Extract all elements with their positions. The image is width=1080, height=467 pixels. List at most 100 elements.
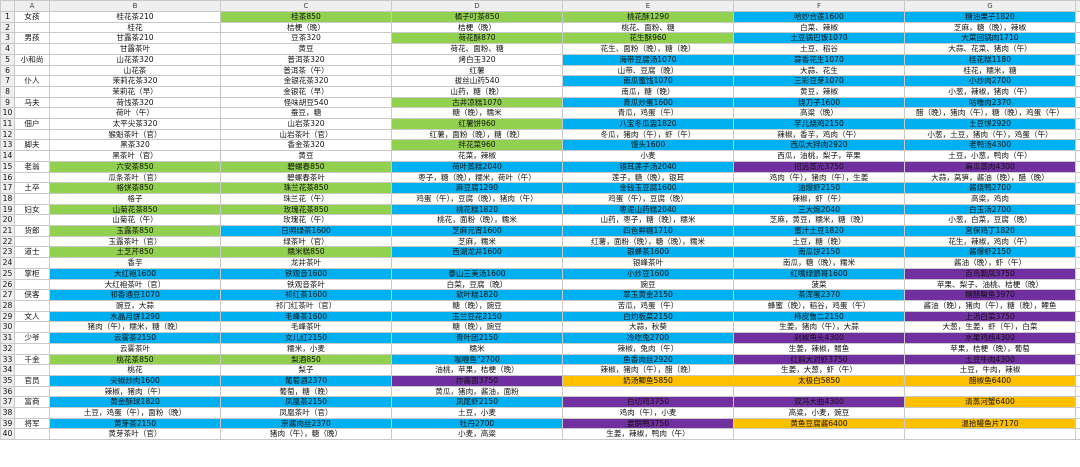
row-number[interactable]: 35 [0, 374, 15, 387]
table-cell[interactable]: 桂花糕1180 [904, 53, 1076, 66]
row-number[interactable]: 18 [0, 192, 15, 205]
table-cell[interactable]: 姜鹅鸭3750 [562, 417, 734, 430]
table-cell[interactable]: 豆茶320 [220, 32, 392, 45]
row-number[interactable]: 8 [0, 85, 15, 98]
table-cell[interactable]: 玫瑰花茶850 [220, 203, 392, 216]
column-header[interactable]: A [14, 0, 50, 12]
table-cell[interactable]: 土豆，牛肉，辣椒 [904, 364, 1076, 376]
table-cell[interactable]: 古井凉糕1070 [391, 96, 563, 109]
table-cell[interactable]: 大红袍茶叶（官） [49, 278, 221, 291]
column-header[interactable]: B [49, 0, 221, 12]
table-cell[interactable] [14, 342, 50, 355]
table-cell[interactable]: 黄芽茶2150 [49, 417, 221, 430]
table-cell[interactable]: 白玉汤2700 [904, 203, 1076, 216]
table-cell[interactable] [904, 385, 1076, 398]
table-cell[interactable]: 红薯饼960 [391, 118, 563, 130]
table-cell[interactable] [1075, 364, 1080, 376]
table-cell[interactable]: 桂茶850 [220, 11, 392, 23]
row-number[interactable]: 14 [0, 150, 15, 162]
table-cell[interactable] [733, 428, 905, 441]
table-cell[interactable]: 糖醋鳜鱼3970 [904, 289, 1076, 301]
row-number[interactable]: 2 [0, 21, 15, 34]
table-cell[interactable]: 荷饯茶320 [49, 96, 221, 109]
table-cell[interactable] [1075, 21, 1080, 34]
row-number[interactable]: 5 [0, 53, 15, 66]
table-cell[interactable]: 四色鲜糖1710 [562, 225, 734, 237]
table-cell[interactable]: 掌柜 [14, 267, 50, 280]
table-cell[interactable]: 小和尚 [14, 53, 50, 66]
table-cell[interactable] [1075, 321, 1080, 334]
table-cell[interactable]: 芝麻，黄豆，糯米，糖（晚） [733, 214, 905, 227]
table-cell[interactable] [391, 257, 563, 269]
table-cell[interactable]: 白菜，豆腐（晚） [391, 278, 563, 291]
table-cell[interactable]: 蒜香花生1070 [733, 53, 905, 66]
table-cell[interactable]: 山花茶320 [49, 53, 221, 66]
table-cell[interactable]: 西瓜大拌肉2920 [733, 139, 905, 152]
table-cell[interactable]: 尖椒炒肉1600 [49, 374, 221, 387]
table-cell[interactable]: 土豆，小葱，鸭肉（午） [904, 150, 1076, 162]
table-cell[interactable]: 山药，枣子，糖（晚），糯米 [562, 214, 734, 227]
table-cell[interactable]: 梨酒850 [220, 353, 392, 366]
table-cell[interactable]: 桔梗（晚） [391, 21, 563, 34]
table-cell[interactable] [14, 85, 50, 98]
table-cell[interactable]: 格子 [49, 192, 221, 205]
row-number[interactable]: 4 [0, 43, 15, 55]
row-number[interactable]: 1 [0, 11, 15, 23]
table-cell[interactable] [1075, 107, 1080, 120]
table-cell[interactable]: 女孩 [1075, 11, 1080, 23]
table-cell[interactable]: 哈妙合莲1600 [733, 11, 905, 23]
table-cell[interactable]: 桃花，面粉（晚），糯米 [391, 214, 563, 227]
table-cell[interactable]: 富商 [14, 396, 50, 409]
table-cell[interactable]: 水果鸡核4300 [904, 332, 1076, 344]
table-cell[interactable]: 糖油栗子1820 [904, 11, 1076, 23]
table-cell[interactable]: 龙井茶叶 [220, 257, 392, 269]
table-cell[interactable]: 青瓜，鸡蛋（午） [562, 107, 734, 120]
table-cell[interactable]: 黄豆 [220, 43, 392, 55]
table-cell[interactable]: 花生、面粉（晚）、糖（晚） [562, 43, 734, 55]
table-cell[interactable]: 格饼茶850 [49, 182, 221, 194]
table-cell[interactable]: 白灼板菜2150 [562, 310, 734, 323]
table-cell[interactable]: 千金 [1075, 353, 1080, 366]
table-cell[interactable]: 女孩 [14, 11, 50, 23]
table-cell[interactable]: 日照绿茶1600 [220, 225, 392, 237]
table-cell[interactable]: 八宝冬瓜盅1820 [562, 118, 734, 130]
table-cell[interactable]: 甘露茶210 [49, 32, 221, 45]
table-cell[interactable]: 糯米糕850 [220, 246, 392, 259]
table-cell[interactable]: 醋（晚），猪肉（午），糖（晚），鸡蛋（午） [904, 107, 1076, 120]
table-cell[interactable]: 鱼香肉丝2920 [562, 353, 734, 366]
table-cell[interactable]: 苦瓜，鸡蛋（午） [562, 299, 734, 312]
table-cell[interactable]: 芝麻，糖（晚），辣椒 [904, 21, 1076, 34]
table-cell[interactable]: 凤凰茶2150 [220, 396, 392, 409]
column-header[interactable]: H [1075, 0, 1080, 12]
table-cell[interactable]: 剁椒鱼头4300 [733, 332, 905, 344]
table-cell[interactable]: 文人 [14, 310, 50, 323]
table-cell[interactable]: 白菜、辣椒 [733, 21, 905, 34]
row-number[interactable]: 33 [0, 353, 15, 366]
table-cell[interactable] [14, 257, 50, 269]
table-cell[interactable]: 土豆，糖（晚） [733, 235, 905, 248]
row-number[interactable]: 29 [0, 310, 15, 323]
table-cell[interactable]: 玉露茶850 [49, 225, 221, 237]
table-cell[interactable]: 凤尾虾2150 [391, 396, 563, 409]
table-cell[interactable]: 女儿红2150 [220, 332, 392, 344]
table-cell[interactable]: 少爷 [14, 332, 50, 344]
table-cell[interactable]: 酱爆虾2150 [904, 246, 1076, 259]
table-cell[interactable]: 云雾茶叶 [49, 342, 221, 355]
table-cell[interactable]: 碧螺春850 [220, 160, 392, 173]
table-cell[interactable]: 高粱（晚） [733, 107, 905, 120]
table-cell[interactable]: 黄瓜，猪肉，酱油，面粉 [391, 385, 563, 398]
table-cell[interactable]: 奶汤鲫鱼5850 [562, 374, 734, 387]
row-number[interactable]: 32 [0, 342, 15, 355]
table-cell[interactable]: 老翁 [1075, 160, 1080, 173]
table-cell[interactable]: 葡萄，糖（晚） [220, 385, 392, 398]
table-cell[interactable]: 桃花茶850 [49, 353, 221, 366]
table-cell[interactable] [14, 43, 50, 55]
table-cell[interactable]: 小葱，白菜，豆腐（晚） [904, 214, 1076, 227]
table-cell[interactable]: 菠菜 [733, 278, 905, 291]
table-cell[interactable]: 扁瓜蒸肉4300 [904, 160, 1076, 173]
row-number[interactable]: 36 [0, 385, 15, 398]
table-cell[interactable]: 金银花茶320 [220, 75, 392, 87]
table-cell[interactable] [1075, 150, 1080, 162]
table-cell[interactable]: 冬瓜，猪肉（午），虾（午） [562, 128, 734, 141]
table-cell[interactable]: 佃户 [1075, 118, 1080, 130]
